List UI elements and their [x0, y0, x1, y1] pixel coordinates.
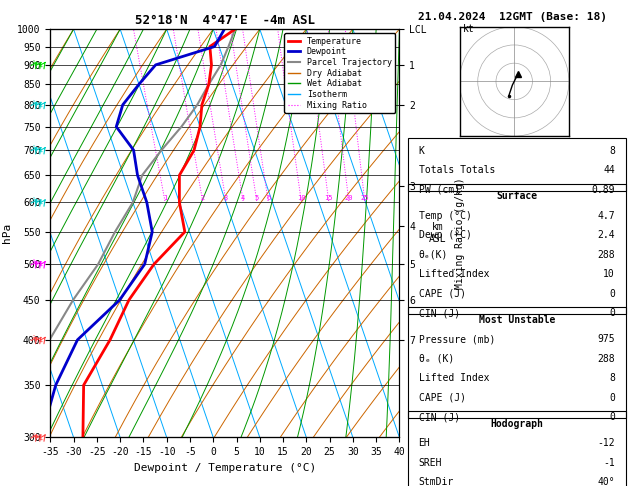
- Y-axis label: Mixing Ratio (g/kg): Mixing Ratio (g/kg): [455, 177, 465, 289]
- Text: Lifted Index: Lifted Index: [418, 269, 489, 279]
- Text: 288: 288: [598, 250, 615, 260]
- Text: 6: 6: [266, 195, 270, 201]
- Text: 3: 3: [224, 195, 228, 201]
- Text: >>>: >>>: [30, 59, 44, 70]
- Text: >>>: >>>: [30, 259, 44, 270]
- Text: 4.7: 4.7: [598, 211, 615, 221]
- Text: CAPE (J): CAPE (J): [418, 289, 465, 299]
- Text: 2.4: 2.4: [598, 230, 615, 241]
- X-axis label: Dewpoint / Temperature (°C): Dewpoint / Temperature (°C): [134, 463, 316, 473]
- Text: Pressure (mb): Pressure (mb): [418, 334, 495, 345]
- Text: 10: 10: [297, 195, 306, 201]
- Text: >>>: >>>: [30, 432, 44, 443]
- Text: Lifted Index: Lifted Index: [418, 373, 489, 383]
- Text: 0: 0: [609, 289, 615, 299]
- Text: 44: 44: [603, 165, 615, 175]
- Text: θₑ(K): θₑ(K): [418, 250, 448, 260]
- Text: >>>: >>>: [30, 144, 44, 156]
- Text: -1: -1: [603, 458, 615, 468]
- Text: 288: 288: [598, 354, 615, 364]
- Y-axis label: hPa: hPa: [1, 223, 11, 243]
- Legend: Temperature, Dewpoint, Parcel Trajectory, Dry Adiabat, Wet Adiabat, Isotherm, Mi: Temperature, Dewpoint, Parcel Trajectory…: [284, 34, 395, 113]
- Text: Temp (°C): Temp (°C): [418, 211, 471, 221]
- Text: 1: 1: [163, 195, 167, 201]
- Text: 8: 8: [609, 146, 615, 156]
- Text: Totals Totals: Totals Totals: [418, 165, 495, 175]
- Text: K: K: [418, 146, 425, 156]
- Text: 4: 4: [241, 195, 245, 201]
- Text: >>>: >>>: [30, 334, 44, 346]
- Text: 21.04.2024  12GMT (Base: 18): 21.04.2024 12GMT (Base: 18): [418, 12, 607, 22]
- Text: 975: 975: [598, 334, 615, 345]
- Text: 0: 0: [609, 412, 615, 422]
- Text: PW (cm): PW (cm): [418, 185, 460, 195]
- Text: Dewp (°C): Dewp (°C): [418, 230, 471, 241]
- Text: CIN (J): CIN (J): [418, 308, 460, 318]
- Text: 20: 20: [345, 195, 353, 201]
- Text: 0: 0: [609, 308, 615, 318]
- Text: 0: 0: [609, 393, 615, 403]
- Text: 8: 8: [609, 373, 615, 383]
- Text: Surface: Surface: [496, 191, 537, 202]
- Text: 0.89: 0.89: [591, 185, 615, 195]
- Text: 5: 5: [255, 195, 259, 201]
- Title: 52°18'N  4°47'E  -4m ASL: 52°18'N 4°47'E -4m ASL: [135, 14, 315, 27]
- Text: >>>: >>>: [30, 99, 44, 111]
- Y-axis label: km
ASL: km ASL: [429, 223, 447, 244]
- Text: SREH: SREH: [418, 458, 442, 468]
- Text: Hodograph: Hodograph: [490, 419, 543, 429]
- Text: 15: 15: [325, 195, 333, 201]
- Text: -12: -12: [598, 438, 615, 449]
- Text: CAPE (J): CAPE (J): [418, 393, 465, 403]
- Text: 40°: 40°: [598, 477, 615, 486]
- Text: StmDir: StmDir: [418, 477, 454, 486]
- Text: >>>: >>>: [30, 196, 44, 208]
- Text: θₑ (K): θₑ (K): [418, 354, 454, 364]
- Text: 25: 25: [360, 195, 369, 201]
- Text: 10: 10: [603, 269, 615, 279]
- Text: kt: kt: [463, 24, 475, 34]
- Text: 2: 2: [201, 195, 205, 201]
- Text: CIN (J): CIN (J): [418, 412, 460, 422]
- Text: Most Unstable: Most Unstable: [479, 315, 555, 325]
- Text: EH: EH: [418, 438, 430, 449]
